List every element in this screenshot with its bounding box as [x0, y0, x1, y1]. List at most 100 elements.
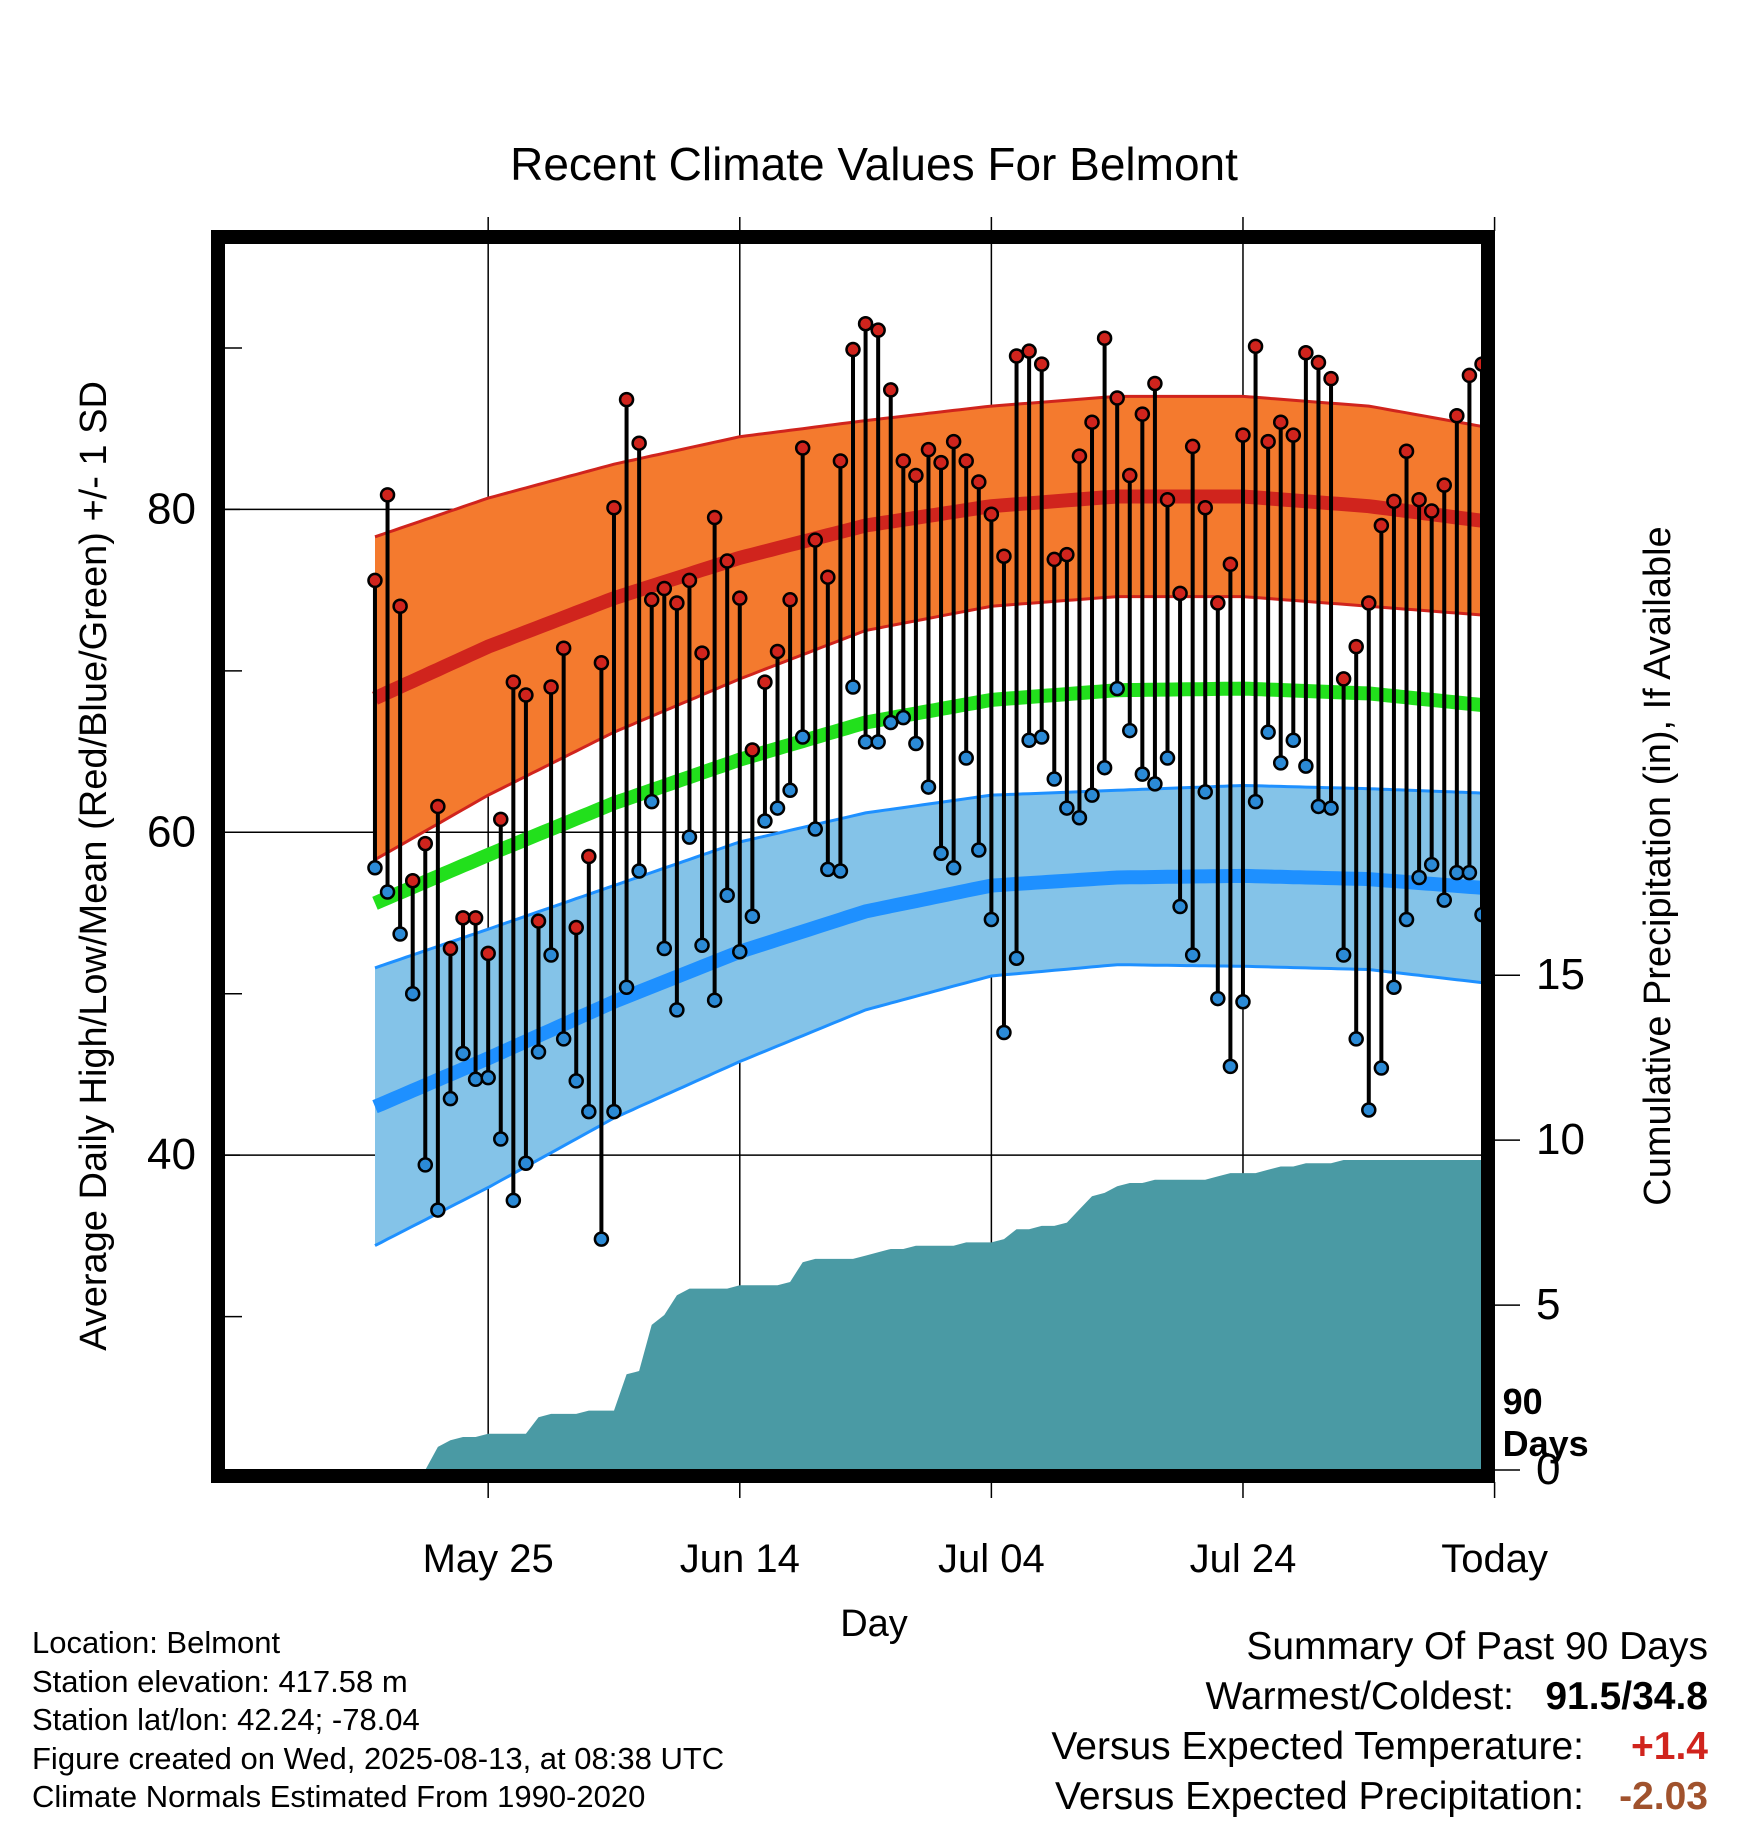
high-point	[1046, 551, 1063, 568]
high-point	[1172, 585, 1188, 602]
high-point	[1298, 345, 1314, 361]
low-point	[618, 979, 635, 996]
high-point	[1134, 406, 1151, 422]
low-point	[1247, 793, 1264, 810]
low-point	[1084, 787, 1100, 803]
high-point	[870, 322, 886, 338]
low-point	[1059, 800, 1075, 816]
low-band-upper-edge	[374, 783, 1482, 970]
high-point	[1461, 367, 1478, 384]
low-point	[1210, 990, 1226, 1007]
low-point	[555, 1031, 572, 1047]
summary-panel: Summary Of Past 90 Days Warmest/Coldest:…	[1051, 1622, 1708, 1822]
high-point	[694, 645, 710, 661]
high-point	[706, 509, 723, 526]
low-point	[1134, 766, 1151, 782]
low-point	[870, 734, 886, 750]
warm-cold-label: Warmest/Coldest:	[1205, 1675, 1514, 1718]
low-point	[493, 1131, 509, 1147]
low-point	[1361, 1102, 1377, 1118]
low-point	[1172, 898, 1188, 915]
station-info: Location: Belmont Station elevation: 417…	[32, 1624, 724, 1817]
y-tick-label: 80	[147, 484, 196, 533]
x-tick-label: Today	[1441, 1537, 1548, 1581]
low-point	[530, 1044, 547, 1060]
low-point	[379, 884, 396, 900]
low-point	[769, 800, 786, 816]
low-point	[1109, 680, 1125, 697]
x-tick-label: Jun 14	[680, 1537, 800, 1581]
y-tick-label: 40	[147, 1130, 196, 1179]
high-point	[1411, 491, 1427, 508]
y-axis-label: Average Daily High/Low/Mean (Red/Blue/Gr…	[73, 381, 115, 1351]
high-point	[417, 835, 434, 852]
high-point	[971, 474, 987, 490]
low-point	[782, 782, 798, 799]
high-point	[581, 848, 597, 865]
low-point	[392, 926, 408, 942]
x-axis-label: Day	[840, 1603, 908, 1645]
low-point	[1310, 798, 1327, 815]
low-point	[1021, 732, 1037, 749]
high-point	[1122, 467, 1138, 484]
high-point	[1210, 595, 1226, 611]
low-point	[606, 1103, 622, 1120]
today-label-days-word: Days	[1503, 1423, 1589, 1464]
low-point	[933, 845, 949, 862]
high-band-upper-edge	[374, 394, 1482, 539]
low-point	[1260, 724, 1276, 740]
x-tick-label: May 25	[423, 1537, 554, 1581]
high-point	[1361, 595, 1377, 611]
low-point	[845, 679, 861, 695]
high-point	[593, 655, 610, 671]
high-point	[820, 569, 836, 585]
low-point	[807, 821, 824, 837]
high-point	[933, 454, 949, 471]
low-point	[480, 1069, 496, 1086]
high-point	[1096, 330, 1113, 347]
low-point	[1235, 994, 1251, 1010]
x-tick-label: Jul 24	[1190, 1537, 1297, 1581]
chart-title: Recent Climate Values For Belmont	[510, 138, 1238, 190]
low-point	[882, 714, 899, 731]
warm-cold-value: 91.5/34.8	[1545, 1675, 1708, 1718]
low-point	[1335, 947, 1352, 963]
high-point	[882, 382, 899, 398]
low-point	[945, 860, 962, 876]
low-point	[1298, 758, 1314, 774]
high-point	[857, 315, 874, 332]
normal-mean-line	[372, 681, 1482, 910]
low-point	[1398, 911, 1415, 928]
temp-row: Versus Expected Temperature: +1.4	[1051, 1722, 1708, 1772]
low-point	[643, 793, 660, 810]
high-point	[530, 913, 547, 929]
low-point	[568, 1073, 584, 1089]
today-label-days-count: 90	[1503, 1381, 1543, 1422]
low-point	[996, 1024, 1012, 1041]
high-point	[1398, 443, 1415, 460]
high-point	[807, 532, 824, 548]
high-point	[555, 640, 572, 656]
low-sd-band	[375, 785, 1482, 1246]
high-point	[631, 435, 647, 451]
high-point	[983, 506, 1000, 522]
plot-inner	[224, 243, 1482, 1470]
high-point	[1021, 343, 1037, 359]
low-point	[1046, 771, 1063, 787]
high-point	[1247, 338, 1264, 355]
high-point	[379, 487, 396, 503]
low-point	[1461, 864, 1478, 881]
low-point	[1147, 776, 1163, 792]
low-point	[1348, 1031, 1364, 1047]
high-point	[493, 811, 509, 828]
high-point	[1474, 356, 1482, 372]
y2-tick-label: 5	[1536, 1280, 1560, 1329]
high-point	[1109, 390, 1125, 406]
low-point	[820, 861, 836, 878]
high-point	[945, 433, 962, 450]
precip-row: Versus Expected Precipitation: -2.03	[1051, 1772, 1708, 1822]
high-point	[1436, 477, 1453, 493]
low-point	[1122, 722, 1138, 739]
high-point	[1348, 638, 1364, 655]
